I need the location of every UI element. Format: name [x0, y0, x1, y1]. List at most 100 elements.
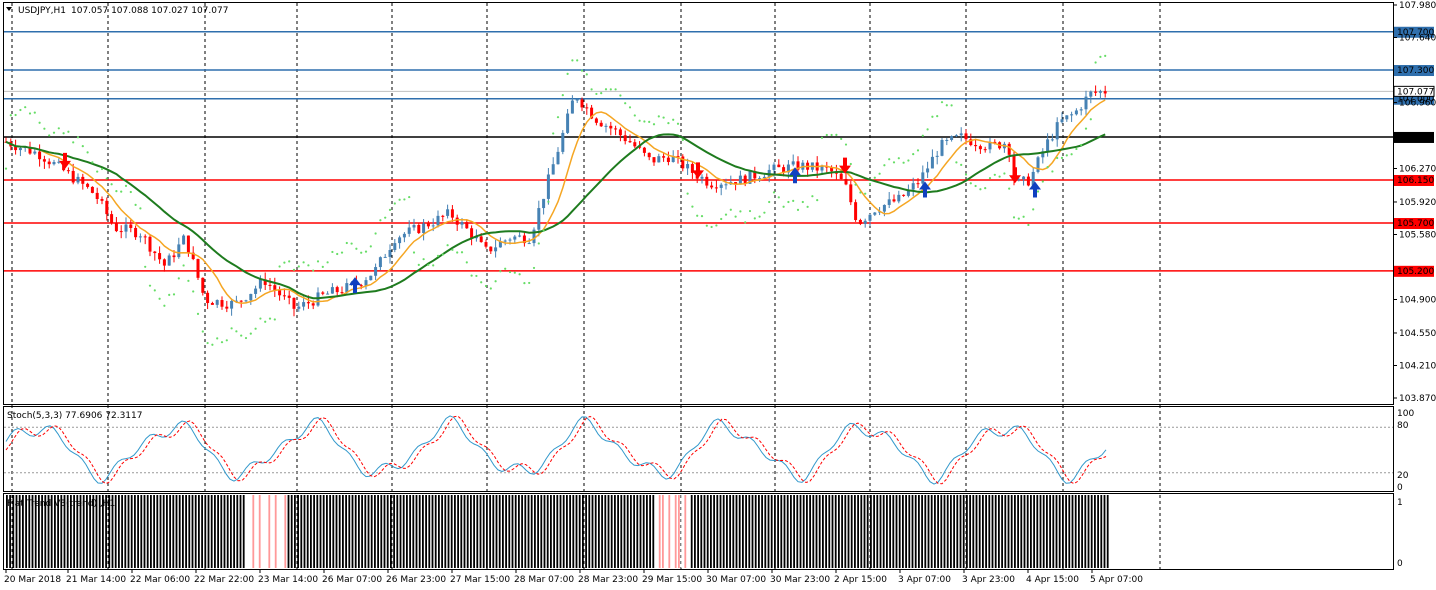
- psar-dot: [86, 151, 89, 154]
- candle-body: [1094, 91, 1098, 93]
- blue-up-arrow-icon: [919, 181, 931, 198]
- flat-trend-bar: [358, 495, 360, 568]
- flat-trend-bar: [694, 495, 696, 568]
- psar-dot: [868, 182, 872, 185]
- psar-dot: [480, 281, 483, 284]
- candle-body: [287, 295, 291, 298]
- flat-trend-bar: [511, 495, 514, 568]
- flat-trend-bar: [665, 495, 667, 568]
- flat-trend-bar: [425, 495, 427, 568]
- price-tick-label: 106.270: [1399, 165, 1436, 175]
- flat-trend-bar: [642, 495, 645, 568]
- psar-dot: [499, 270, 502, 273]
- candle-body: [782, 167, 786, 173]
- candle-body: [124, 224, 128, 232]
- psar-dot: [984, 187, 987, 190]
- candle-body: [959, 133, 963, 136]
- candle-body: [1046, 139, 1050, 152]
- candle-body: [1022, 176, 1026, 180]
- candle-body: [71, 170, 75, 183]
- stoch-main-line: [5, 415, 1107, 485]
- flat-trend-bar: [748, 495, 751, 568]
- flat-trend-bar: [441, 495, 443, 568]
- psar-dot: [739, 210, 742, 213]
- price-tick-label: 104.550: [1399, 329, 1436, 339]
- flat-trend-bar: [745, 495, 747, 568]
- psar-dot: [892, 161, 896, 164]
- flat-trend-bar: [70, 495, 72, 568]
- flat-trend-bar: [124, 495, 127, 568]
- psar-dot: [196, 312, 200, 315]
- flat-trend-bar: [994, 495, 997, 568]
- flat-trend-bar: [185, 495, 187, 568]
- triangle-down-icon[interactable]: [6, 7, 12, 11]
- psar-dot: [475, 274, 478, 278]
- candle-body: [738, 175, 742, 185]
- time-axis: 20 Mar 2018 21 Mar 14:00 22 Mar 06:00 22 Ma…: [4, 569, 1143, 585]
- flat-trend-bar: [460, 495, 463, 568]
- psar-dot: [955, 161, 958, 164]
- flat-trend-bar: [726, 495, 728, 568]
- psar-dot: [648, 120, 651, 124]
- blue-up-arrow-icon: [1029, 181, 1041, 198]
- psar-dot: [244, 336, 248, 340]
- flat-trend-bar: [1094, 495, 1096, 568]
- candle-body: [1103, 91, 1107, 94]
- candle-body: [18, 148, 22, 151]
- flat-trend-bar: [780, 495, 783, 568]
- flat-trend-bar: [60, 495, 63, 568]
- flat-trend-bar: [742, 495, 744, 568]
- psar-dot: [465, 261, 468, 264]
- red-down-arrow-icon: [59, 152, 71, 169]
- flat-trend-bar: [175, 495, 178, 568]
- flat-trend-bar: [306, 495, 309, 568]
- psar-dot: [403, 198, 406, 201]
- flat-trend-bar: [1026, 495, 1029, 568]
- psar-dot: [220, 341, 224, 344]
- candle-body: [57, 161, 61, 163]
- flat-trend-bar: [722, 495, 725, 568]
- price-tick-label: 106.960: [1399, 99, 1436, 109]
- psar-dot: [460, 251, 464, 254]
- flat-trend-label: Flat Trend V3(trend) ,H1: [7, 499, 115, 509]
- psar-dot: [820, 136, 824, 139]
- current-price-tag: [1393, 85, 1435, 97]
- candle-body: [546, 174, 550, 199]
- candle-body: [359, 285, 363, 287]
- candle-body: [796, 161, 800, 170]
- flat-trend-bar: [822, 495, 824, 568]
- psar-dot: [844, 143, 848, 146]
- psar-dot: [753, 217, 756, 220]
- candle-body: [724, 184, 728, 186]
- flat-trend-bar: [1036, 495, 1039, 568]
- psar-dot: [441, 253, 444, 256]
- candle-body: [762, 176, 766, 179]
- psar-dot: [139, 207, 142, 210]
- psar-dot: [763, 211, 766, 214]
- psar-dot: [124, 184, 128, 187]
- psar-dot: [153, 289, 156, 292]
- candle-body: [518, 235, 522, 237]
- psar-dot: [52, 131, 56, 134]
- flat-trend-bar: [300, 495, 303, 568]
- psar-dot: [484, 284, 488, 288]
- flat-trend-bar: [879, 495, 882, 568]
- candle-body: [863, 220, 867, 224]
- flat-trend-bar: [1033, 495, 1035, 568]
- flat-trend-bar: [223, 495, 226, 568]
- psar-dot: [158, 297, 161, 300]
- flat-trend-bar: [281, 495, 283, 568]
- psar-dot: [19, 108, 22, 112]
- ma-slow-line: [5, 133, 1106, 300]
- flat-trend-bar: [937, 495, 939, 568]
- candle-body: [714, 187, 718, 189]
- psar-dot: [321, 265, 324, 268]
- candle-body: [748, 171, 752, 184]
- flat-trend-bar: [38, 495, 40, 568]
- candle-body: [791, 161, 795, 165]
- candle-body: [196, 259, 200, 278]
- flat-trend-bar: [239, 495, 242, 568]
- time-tick-label: 2 Apr 15:00: [834, 575, 887, 585]
- flat-trend-bar: [498, 495, 501, 568]
